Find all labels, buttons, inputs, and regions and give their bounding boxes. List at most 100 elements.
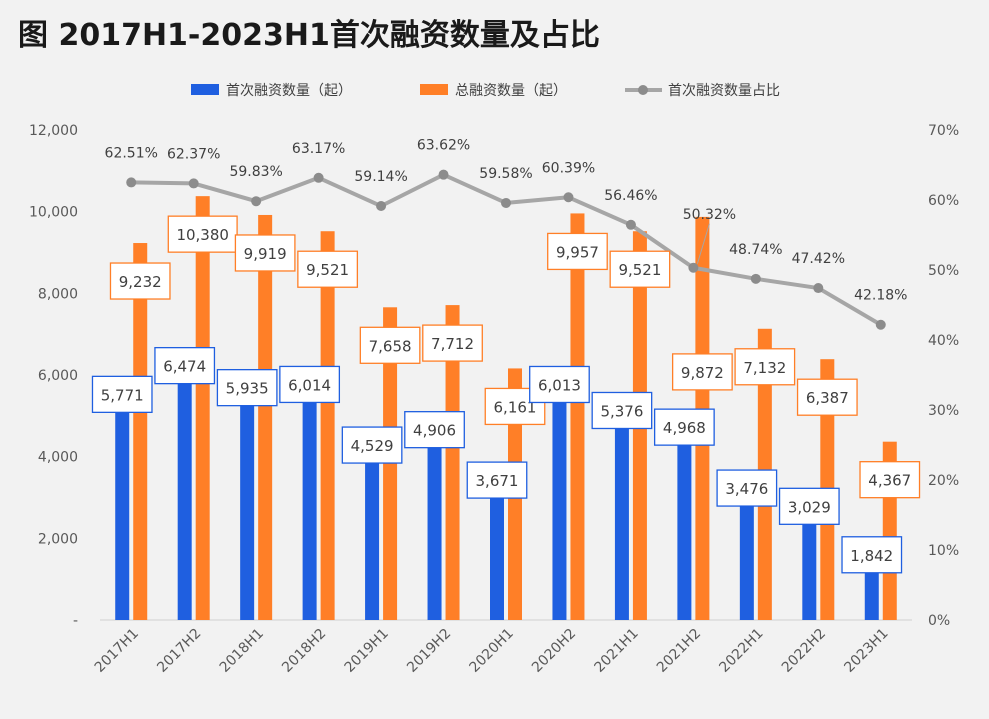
y-left-tick-label: 6,000: [38, 368, 78, 384]
data-label-total-box: [109, 262, 171, 300]
y-axis-right: 0% 10% 20% 30% 40% 50% 60% 70%: [928, 123, 959, 629]
legend-swatch-first: [191, 84, 219, 95]
data-label-total-box: [297, 250, 359, 288]
bars: [115, 196, 897, 621]
ratio-point: [563, 192, 574, 203]
data-label-first: 6,474: [163, 358, 206, 376]
data-label-first-box: [91, 375, 153, 414]
y-axis-left: - 2,000 4,000 6,000 8,000 10,000 12,000: [29, 123, 78, 629]
data-label-total: 6,387: [806, 389, 849, 407]
y-right-tick-label: 70%: [928, 123, 959, 139]
data-label-first: 4,906: [413, 422, 456, 440]
data-label-total-box: [167, 215, 238, 253]
data-labels: 5,771 9,232 6,474 10,380 5,935 9,919 6,014 9,52…: [91, 138, 921, 574]
bar-first-financing: [115, 384, 130, 620]
y-right-tick-label: 0%: [928, 613, 950, 629]
data-label-total: 9,872: [681, 364, 724, 382]
bar-first-financing: [365, 435, 380, 620]
data-label-first-box: [529, 365, 590, 404]
bar-first-financing: [614, 400, 629, 620]
ratio-point: [126, 177, 137, 188]
data-label-ratio: 60.39%: [542, 160, 595, 176]
legend-marker-ratio: [638, 85, 648, 95]
data-label-first: 3,671: [476, 472, 519, 490]
bar-first-financing: [739, 478, 754, 620]
bar-total-financing: [445, 305, 460, 620]
y-right-tick-label: 50%: [928, 263, 959, 279]
data-label-total: 9,521: [306, 261, 349, 279]
data-label-first: 4,529: [351, 437, 394, 455]
ratio-point: [813, 283, 824, 294]
y-left-tick-label: 10,000: [29, 205, 78, 221]
x-tick-label: 2022H1: [716, 626, 766, 676]
data-label-total: 10,380: [176, 226, 229, 244]
legend-label-ratio: 首次融资数量占比: [668, 83, 780, 99]
bar-total-financing: [133, 243, 148, 620]
bar-total-financing: [320, 231, 335, 620]
data-label-first-box: [154, 346, 216, 385]
data-label-first-box: [716, 469, 778, 507]
data-label-ratio: 42.18%: [854, 288, 907, 304]
y-left-tick-label: 2,000: [38, 531, 78, 547]
data-label-first-box: [653, 408, 715, 446]
data-label-first: 5,935: [226, 380, 269, 398]
y-right-tick-label: 60%: [928, 193, 959, 209]
legend-label-total: 总融资数量（起）: [455, 83, 567, 99]
data-label-total-box: [796, 378, 858, 416]
data-label-total-box: [234, 234, 296, 272]
data-label-ratio: 63.17%: [292, 141, 345, 157]
data-label-first-box: [279, 365, 341, 404]
bar-first-financing: [177, 355, 192, 620]
page-title: 图 2017H1-2023H1首次融资数量及占比: [18, 18, 600, 53]
bar-total-financing: [258, 214, 273, 620]
data-label-first: 5,376: [600, 402, 643, 420]
x-axis-labels: 2017H1 2017H2 2018H1 2018H2 2019H1 2019H2 2020…: [92, 626, 892, 676]
data-label-ratio: 56.46%: [604, 188, 657, 204]
data-label-first: 3,029: [788, 498, 831, 516]
y-left-tick-label: 4,000: [38, 450, 78, 466]
bar-first-financing: [490, 470, 504, 620]
data-label-ratio: 63.62%: [417, 138, 470, 154]
legend: 首次融资数量（起） 总融资数量（起） 首次融资数量占比: [191, 83, 780, 99]
data-label-first-box: [404, 411, 465, 449]
data-label-ratio: 47.42%: [792, 251, 845, 267]
ratio-point: [688, 262, 699, 273]
ratio-point: [625, 219, 636, 230]
data-label-total: 7,132: [743, 359, 786, 377]
data-label-total: 9,919: [244, 245, 287, 263]
data-label-total: 9,232: [119, 273, 162, 291]
data-label-total-box: [547, 232, 608, 271]
y-right-tick-label: 20%: [928, 473, 959, 489]
data-label-total: 4,367: [868, 472, 911, 490]
data-label-first-box: [216, 369, 278, 407]
data-label-first-box: [591, 391, 653, 430]
data-label-total-box: [359, 326, 421, 364]
data-label-total: 9,957: [556, 243, 599, 261]
data-label-total-box: [609, 250, 671, 288]
data-label-total-box: [859, 461, 921, 499]
x-tick-label: 2021H1: [591, 626, 641, 676]
x-tick-label: 2019H1: [342, 626, 392, 676]
ratio-point: [875, 319, 886, 330]
data-label-total-box: [671, 353, 733, 391]
x-tick-label: 2019H2: [404, 626, 454, 676]
data-label-total: 9,521: [618, 261, 661, 279]
data-label-total-box: [734, 348, 796, 386]
data-label-ratio: 50.32%: [683, 207, 736, 223]
data-label-first-box: [778, 487, 840, 525]
bar-first-financing: [240, 377, 255, 620]
bar-first-financing: [427, 419, 442, 620]
bar-first-financing: [552, 374, 567, 620]
ratio-point: [251, 196, 262, 207]
legend-label-first: 首次融资数量（起）: [226, 83, 352, 99]
data-label-ratio: 59.83%: [229, 164, 282, 180]
data-label-first-box: [841, 536, 903, 574]
data-label-first: 3,476: [725, 480, 768, 498]
x-tick-label: 2020H2: [529, 626, 579, 676]
bar-first-financing: [302, 374, 317, 620]
y-right-tick-label: 10%: [928, 543, 959, 559]
y-left-tick-label: 12,000: [29, 123, 78, 139]
x-tick-label: 2023H1: [841, 626, 891, 676]
x-tick-label: 2017H1: [92, 626, 142, 676]
bar-first-financing: [677, 417, 692, 620]
